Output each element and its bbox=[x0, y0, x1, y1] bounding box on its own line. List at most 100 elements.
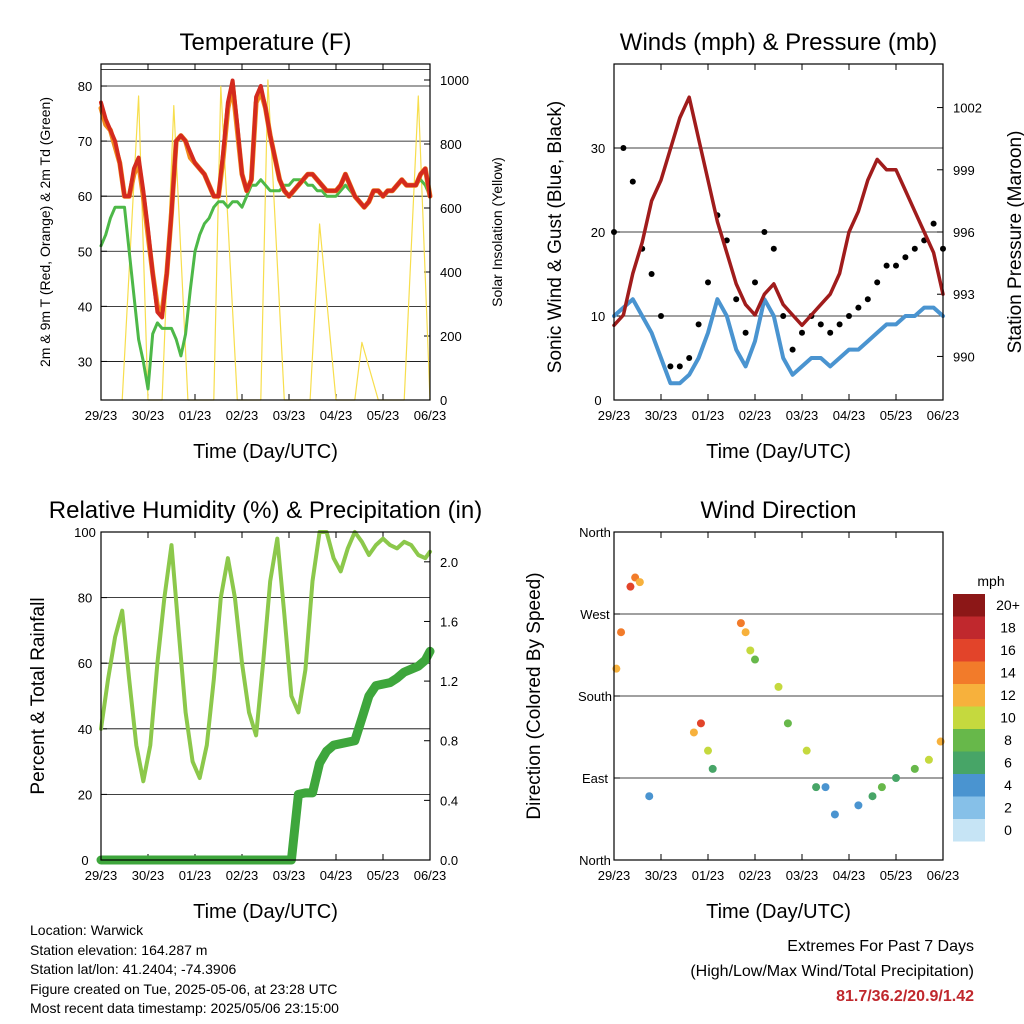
rh-series bbox=[99, 530, 432, 784]
colorbar-tick-label: 10 bbox=[1000, 710, 1016, 726]
extremes-title: Extremes For Past 7 Days bbox=[787, 938, 974, 955]
x-tick-label: 30/23 bbox=[645, 868, 678, 883]
colorbar-tick-label: 18 bbox=[1000, 620, 1016, 636]
y2-tick-label: 200 bbox=[440, 329, 462, 344]
y-tick-label: 40 bbox=[78, 299, 92, 314]
y-tick-label: East bbox=[582, 771, 608, 786]
gust-point bbox=[855, 304, 862, 311]
colorbar-swatch bbox=[953, 751, 985, 774]
y-tick-label: 0 bbox=[81, 853, 88, 868]
colorbar-swatch bbox=[953, 684, 985, 707]
colorbar: mph 20+ 18 16 14 12 10 8 6 4 2 0 bbox=[953, 573, 1020, 842]
y-tick-label: 0 bbox=[594, 393, 601, 408]
gust-point bbox=[780, 313, 787, 319]
x-tick-label: 03/23 bbox=[786, 408, 819, 423]
direction-point bbox=[783, 719, 792, 728]
x-tick-label: 06/23 bbox=[927, 408, 960, 423]
x-tick-label: 01/23 bbox=[179, 408, 212, 423]
gust-point bbox=[686, 355, 693, 361]
gust-point bbox=[883, 262, 890, 269]
temp-2m-series bbox=[99, 78, 432, 320]
colorbar-tick-label: 14 bbox=[1000, 665, 1016, 681]
x-tick-label: 29/23 bbox=[598, 408, 631, 423]
gust-point bbox=[846, 313, 852, 319]
gust-point bbox=[658, 313, 664, 319]
direction-point bbox=[821, 783, 830, 792]
gust-point bbox=[733, 296, 740, 303]
recent-timestamp-text: Most recent data timestamp: 2025/05/06 2… bbox=[30, 1000, 339, 1016]
y2-tick-label: 0.4 bbox=[440, 793, 458, 808]
charts-layer: Temperature (F) Time (Day/UTC) 29/23 30/23 0… bbox=[28, 29, 1024, 923]
direction-point bbox=[854, 801, 863, 810]
panel-1: Temperature (F) Time (Day/UTC) 29/23 30/23 0… bbox=[37, 29, 505, 463]
gust-point bbox=[799, 329, 805, 336]
colorbar-swatch bbox=[953, 796, 985, 819]
y-tick-label: 70 bbox=[78, 134, 92, 149]
pressure-series bbox=[612, 95, 945, 328]
y-axis-label: Sonic Wind & Gust (Blue, Black) bbox=[545, 101, 566, 373]
gust-point bbox=[864, 296, 871, 303]
y-axis-label: Percent & Total Rainfall bbox=[28, 597, 49, 794]
direction-point bbox=[617, 628, 626, 637]
y2-tick-label: 600 bbox=[440, 201, 462, 216]
y2-tick-label: 400 bbox=[440, 265, 462, 280]
colorbar-tick-label: 4 bbox=[1004, 777, 1012, 793]
panel-2: Winds (mph) & Pressure (mb) Time (Day/UTC… bbox=[545, 29, 1024, 463]
latlon-text: Station lat/lon: 41.2404; -74.3906 bbox=[30, 961, 237, 977]
x-tick-label: 06/23 bbox=[414, 868, 447, 883]
direction-point bbox=[774, 682, 783, 691]
x-tick-label: 04/23 bbox=[320, 868, 353, 883]
direction-point bbox=[696, 719, 705, 728]
direction-point bbox=[746, 646, 755, 655]
y-tick-label: 100 bbox=[74, 525, 96, 540]
colorbar-swatch bbox=[953, 639, 985, 662]
x-tick-label: 03/23 bbox=[786, 868, 819, 883]
gust-point bbox=[817, 321, 824, 328]
colorbar-swatch bbox=[953, 594, 985, 617]
y2-tick-label: 2.0 bbox=[440, 555, 458, 570]
gust-point bbox=[695, 321, 702, 328]
y2-tick-label: 0.0 bbox=[440, 853, 458, 868]
direction-point bbox=[626, 582, 635, 591]
chart-title: Winds (mph) & Pressure (mb) bbox=[620, 29, 937, 56]
gust-point bbox=[676, 363, 683, 370]
gust-point bbox=[752, 279, 758, 286]
direction-point bbox=[708, 764, 717, 773]
x-tick-label: 01/23 bbox=[692, 868, 725, 883]
y-axis-label: 2m & 9m T (Red, Orange) & 2m Td (Green) bbox=[37, 97, 53, 367]
y2-tick-label: 0 bbox=[440, 393, 447, 408]
gust-point bbox=[902, 254, 909, 261]
y2-tick-label: 1.2 bbox=[440, 674, 458, 689]
gust-point bbox=[930, 220, 937, 227]
extremes-subtitle: (High/Low/Max Wind/Total Precipitation) bbox=[690, 963, 974, 980]
plot-frame bbox=[613, 63, 944, 401]
x-tick-label: 04/23 bbox=[320, 408, 353, 423]
station-info: Location: Warwick Station elevation: 164… bbox=[30, 921, 339, 1019]
y2-tick-label: 0.8 bbox=[440, 734, 458, 749]
precip-series bbox=[96, 646, 435, 865]
y-tick-label: 80 bbox=[78, 79, 92, 94]
direction-point bbox=[645, 792, 654, 801]
y-tick-label: 60 bbox=[78, 189, 92, 204]
gust-point bbox=[893, 262, 899, 269]
extremes-values: 81.7/36.2/20.9/1.42 bbox=[836, 988, 974, 1005]
colorbar-tick-label: 8 bbox=[1004, 732, 1012, 748]
colorbar-tick-label: 12 bbox=[1000, 687, 1016, 703]
y2-tick-label: 1000 bbox=[440, 73, 469, 88]
x-tick-label: 02/23 bbox=[226, 868, 259, 883]
gust-point bbox=[620, 145, 627, 151]
direction-point bbox=[751, 655, 759, 664]
colorbar-swatch bbox=[953, 706, 985, 729]
y-tick-label: South bbox=[578, 689, 612, 704]
y2-tick-label: 800 bbox=[440, 137, 462, 152]
direction-point bbox=[802, 746, 811, 755]
x-tick-label: 05/23 bbox=[880, 868, 913, 883]
x-tick-label: 04/23 bbox=[833, 868, 866, 883]
direction-point bbox=[812, 783, 821, 792]
direction-point bbox=[910, 764, 919, 773]
direction-point bbox=[830, 810, 839, 819]
x-tick-label: 05/23 bbox=[880, 408, 913, 423]
colorbar-swatch bbox=[953, 729, 985, 752]
y-tick-label: 60 bbox=[78, 656, 92, 671]
